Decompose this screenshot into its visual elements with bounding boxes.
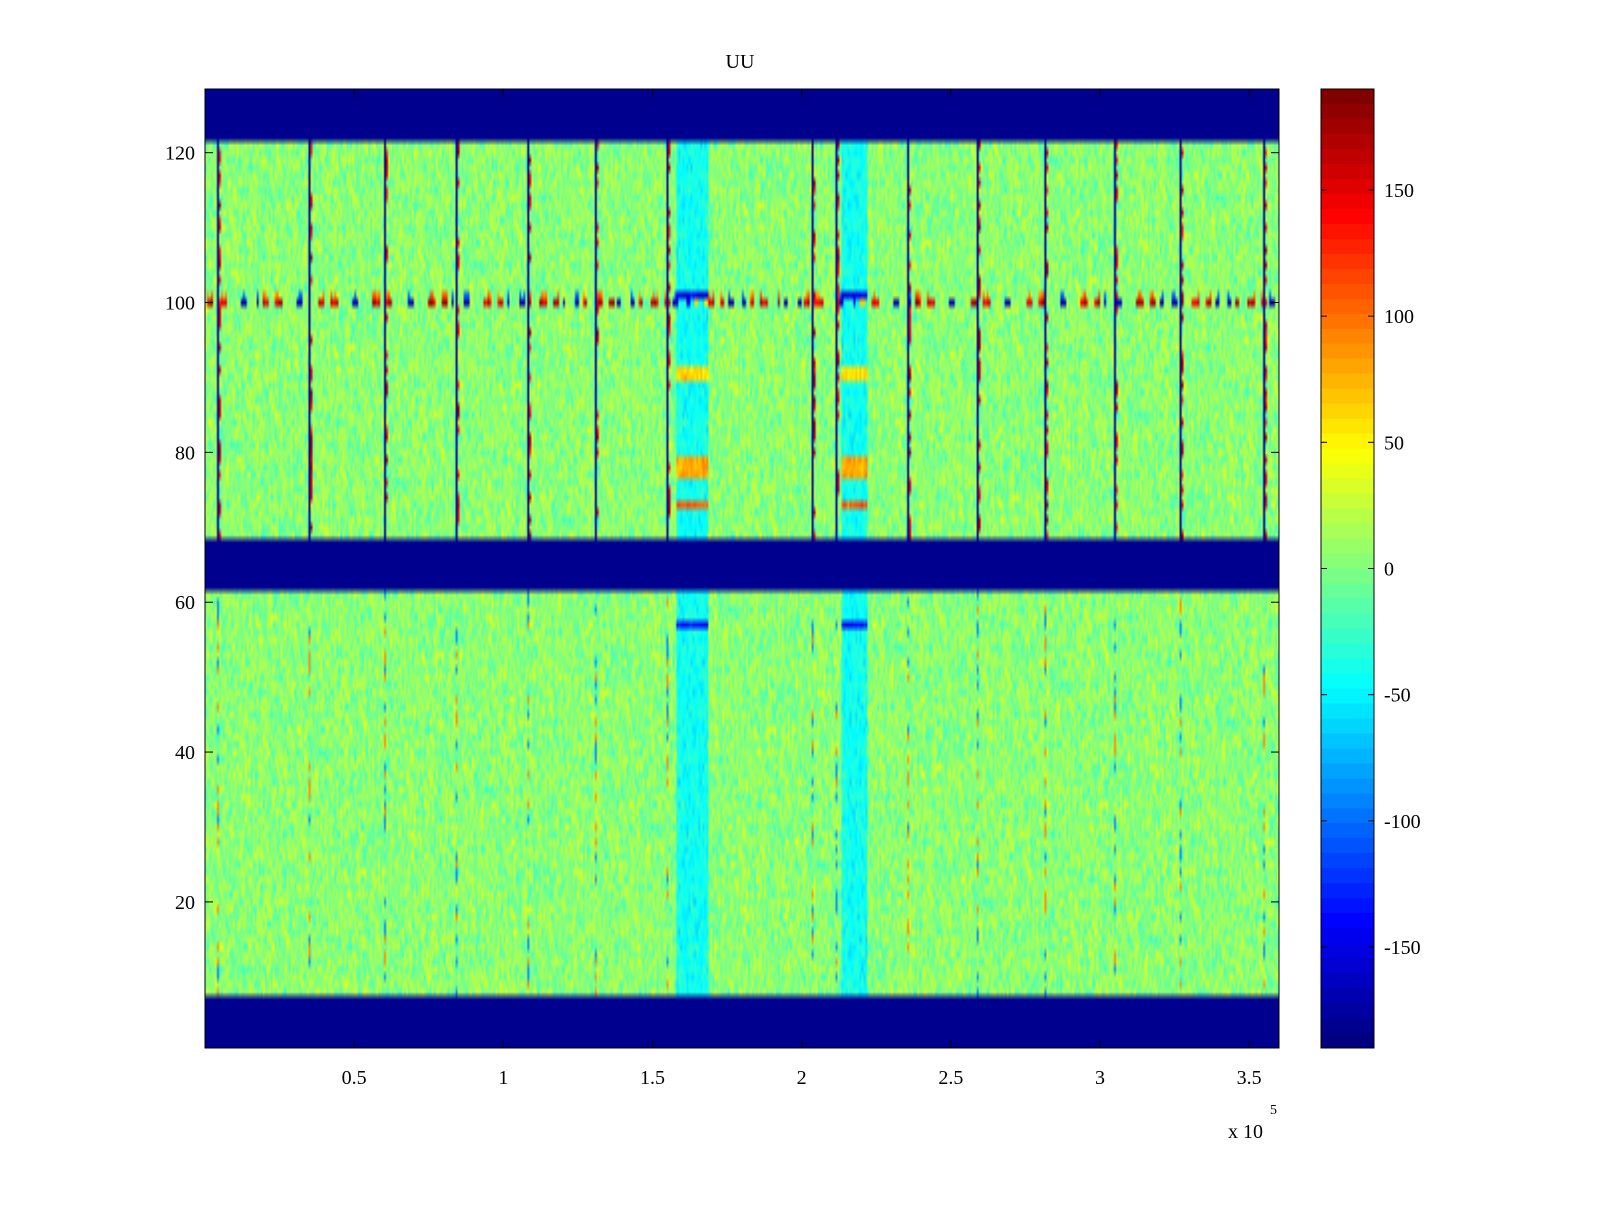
heatmap-plot-area: [204, 88, 1280, 1049]
y-tick-label: 20: [175, 892, 195, 914]
colorbar-tick-label: 150: [1384, 180, 1414, 202]
chart-title: UU: [726, 51, 755, 73]
x-axis-exponent-label: x 10: [1228, 1121, 1263, 1143]
x-axis-ticks: 0.5 1 1.5 2 2.5 3 3.5: [342, 89, 1262, 1089]
colorbar-ticks: 150 100 50 0 -50 -100 -150: [1321, 180, 1421, 959]
colorbar: 150 100 50 0 -50 -100 -150: [1320, 88, 1421, 1049]
y-tick-label: 120: [165, 143, 195, 165]
x-tick-label: 3: [1095, 1067, 1105, 1089]
x-tick-label: 2: [797, 1067, 807, 1089]
colorbar-tick-label: 50: [1384, 432, 1404, 454]
colorbar-tick-label: -50: [1384, 685, 1411, 707]
x-tick-label: 1.5: [640, 1067, 665, 1089]
y-tick-label: 100: [165, 293, 195, 315]
x-tick-label: 0.5: [342, 1067, 367, 1089]
colorbar-gradient: [1321, 89, 1374, 1048]
y-tick-label: 80: [175, 442, 195, 464]
plot-frame: [204, 88, 1280, 1049]
y-tick-label: 60: [175, 592, 195, 614]
x-axis-exponent-power: 5: [1270, 1103, 1277, 1118]
y-axis-ticks: 20 40 60 80 100 120: [165, 143, 1279, 914]
colorbar-tick-label: 100: [1384, 306, 1414, 328]
x-tick-label: 3.5: [1237, 1067, 1262, 1089]
x-tick-label: 1: [498, 1067, 508, 1089]
colorbar-tick-label: -100: [1384, 811, 1421, 833]
colorbar-tick-label: 0: [1384, 559, 1394, 581]
y-tick-label: 40: [175, 742, 195, 764]
heatmap-image: [205, 89, 1279, 1048]
colorbar-tick-label: -150: [1384, 937, 1421, 959]
x-tick-label: 2.5: [938, 1067, 963, 1089]
